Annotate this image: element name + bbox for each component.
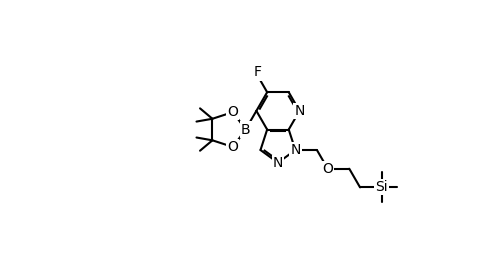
Text: O: O: [227, 140, 238, 154]
Text: B: B: [241, 122, 250, 137]
Text: O: O: [322, 162, 333, 176]
Text: O: O: [227, 105, 238, 119]
Text: N: N: [294, 104, 305, 118]
Text: F: F: [254, 66, 262, 79]
Text: N: N: [290, 143, 301, 157]
Text: N: N: [273, 156, 283, 170]
Text: Si: Si: [375, 180, 388, 194]
